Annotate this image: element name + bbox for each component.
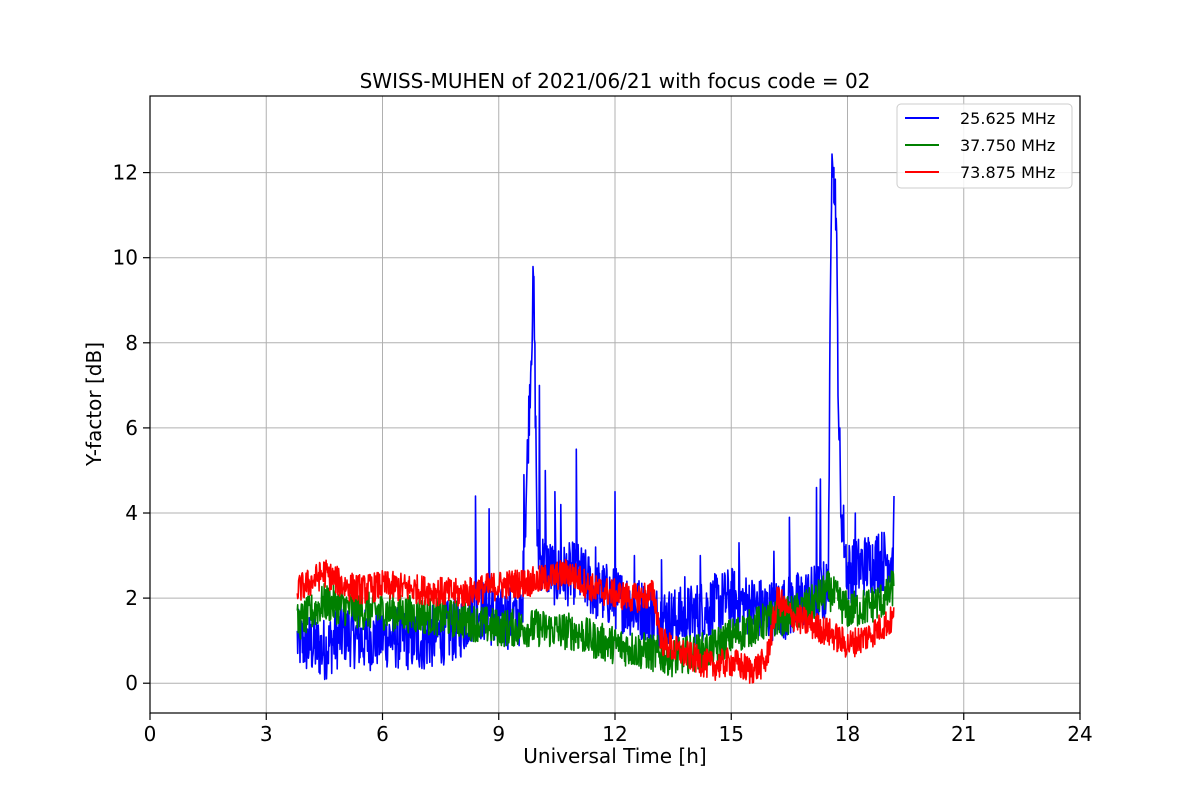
x-tick-label: 0	[144, 722, 157, 746]
y-tick-label: 12	[113, 161, 138, 185]
legend-label: 73.875 MHz	[960, 163, 1055, 182]
x-tick-label: 9	[492, 722, 505, 746]
y-tick-label: 10	[113, 246, 138, 270]
y-axis-ticks: 0 2 4 6 8 10 12	[113, 161, 150, 695]
y-tick-label: 0	[125, 671, 138, 695]
x-tick-label: 21	[951, 722, 976, 746]
x-tick-label: 12	[602, 722, 627, 746]
series-layer	[296, 153, 895, 684]
x-axis-ticks: 0 3 6 9 12 15 18 21 24	[144, 713, 1093, 746]
series-line-37-750-mhz	[296, 570, 895, 678]
legend: 25.625 MHz 37.750 MHz 73.875 MHz	[896, 103, 1073, 189]
x-axis-title: Universal Time [h]	[523, 744, 706, 768]
y-tick-label: 4	[125, 501, 138, 525]
legend-label: 25.625 MHz	[960, 109, 1055, 128]
y-tick-label: 6	[125, 416, 138, 440]
x-tick-label: 3	[260, 722, 273, 746]
x-tick-label: 24	[1067, 722, 1092, 746]
x-tick-label: 6	[376, 722, 389, 746]
legend-label: 37.750 MHz	[960, 136, 1055, 155]
y-axis-title: Y-factor [dB]	[82, 342, 106, 467]
series-line-73-875-mhz	[296, 558, 895, 684]
chart-title: SWISS-MUHEN of 2021/06/21 with focus cod…	[360, 69, 871, 93]
x-tick-label: 18	[835, 722, 860, 746]
y-tick-label: 8	[125, 331, 138, 355]
x-tick-label: 15	[719, 722, 744, 746]
y-tick-label: 2	[125, 586, 138, 610]
legend-box	[896, 103, 1073, 189]
